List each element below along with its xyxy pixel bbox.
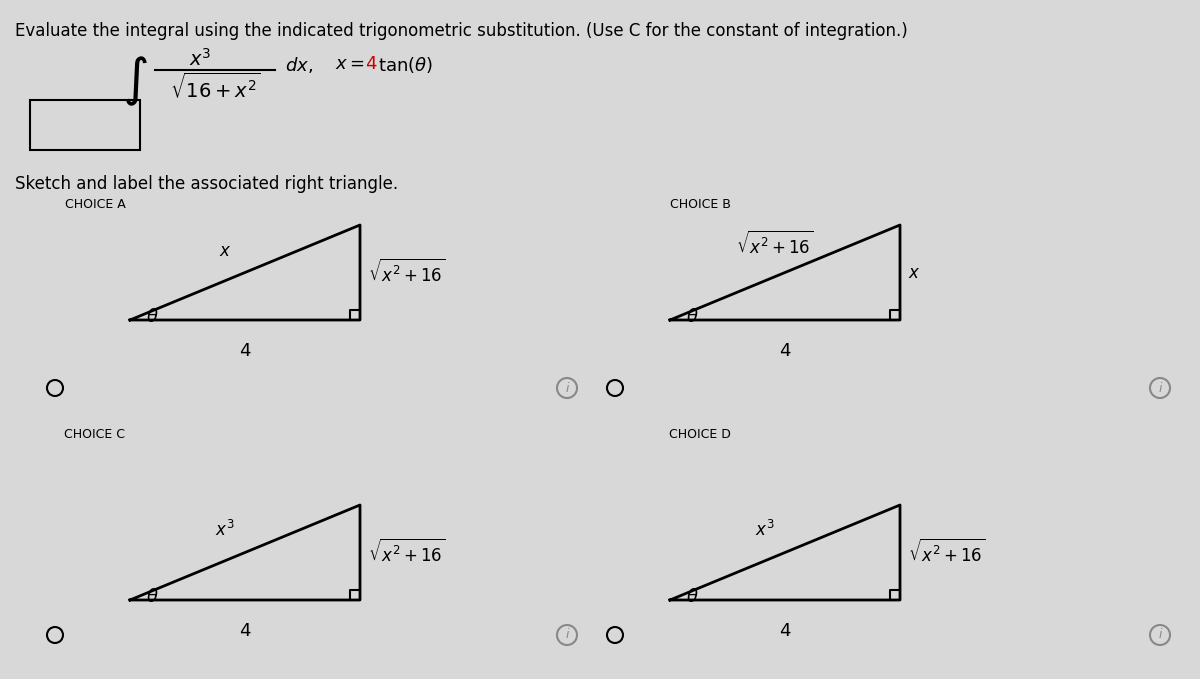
Text: $\sqrt{x^2+16}$: $\sqrt{x^2+16}$ — [368, 259, 445, 286]
Text: $4$: $4$ — [239, 622, 251, 640]
Text: $4$: $4$ — [365, 55, 378, 73]
Text: $\theta$: $\theta$ — [145, 308, 158, 326]
Text: $\sqrt{x^2+16}$: $\sqrt{x^2+16}$ — [368, 539, 445, 566]
Text: $dx,$: $dx,$ — [286, 55, 313, 75]
Text: $\sqrt{16 + x^2}$: $\sqrt{16 + x^2}$ — [169, 72, 260, 102]
Text: $\int$: $\int$ — [122, 55, 148, 109]
Text: $\theta$: $\theta$ — [685, 308, 698, 326]
Text: CHOICE A: CHOICE A — [65, 198, 125, 211]
Text: i: i — [565, 382, 569, 394]
Text: $4$: $4$ — [779, 622, 791, 640]
Bar — [30, 100, 140, 150]
Text: $x$: $x$ — [908, 263, 920, 282]
Text: $x^3$: $x^3$ — [755, 520, 775, 540]
Text: CHOICE C: CHOICE C — [65, 428, 126, 441]
Text: $4$: $4$ — [239, 342, 251, 360]
Text: $\theta$: $\theta$ — [145, 588, 158, 606]
Text: i: i — [1158, 382, 1162, 394]
Text: $x^3$: $x^3$ — [215, 520, 235, 540]
Text: $\tan(\theta)$: $\tan(\theta)$ — [378, 55, 433, 75]
Text: $x = $: $x = $ — [335, 55, 365, 73]
Text: $x^3$: $x^3$ — [188, 48, 211, 70]
Text: CHOICE D: CHOICE D — [670, 428, 731, 441]
Text: $\sqrt{x^2+16}$: $\sqrt{x^2+16}$ — [736, 230, 814, 257]
Text: Evaluate the integral using the indicated trigonometric substitution. (Use C for: Evaluate the integral using the indicate… — [14, 22, 907, 40]
Text: $x$: $x$ — [218, 242, 232, 261]
Text: Sketch and label the associated right triangle.: Sketch and label the associated right tr… — [14, 175, 398, 193]
Text: $\theta$: $\theta$ — [685, 588, 698, 606]
Text: i: i — [1158, 629, 1162, 642]
Text: $4$: $4$ — [779, 342, 791, 360]
Text: CHOICE B: CHOICE B — [670, 198, 731, 211]
Text: $\sqrt{x^2+16}$: $\sqrt{x^2+16}$ — [908, 539, 985, 566]
Text: i: i — [565, 629, 569, 642]
